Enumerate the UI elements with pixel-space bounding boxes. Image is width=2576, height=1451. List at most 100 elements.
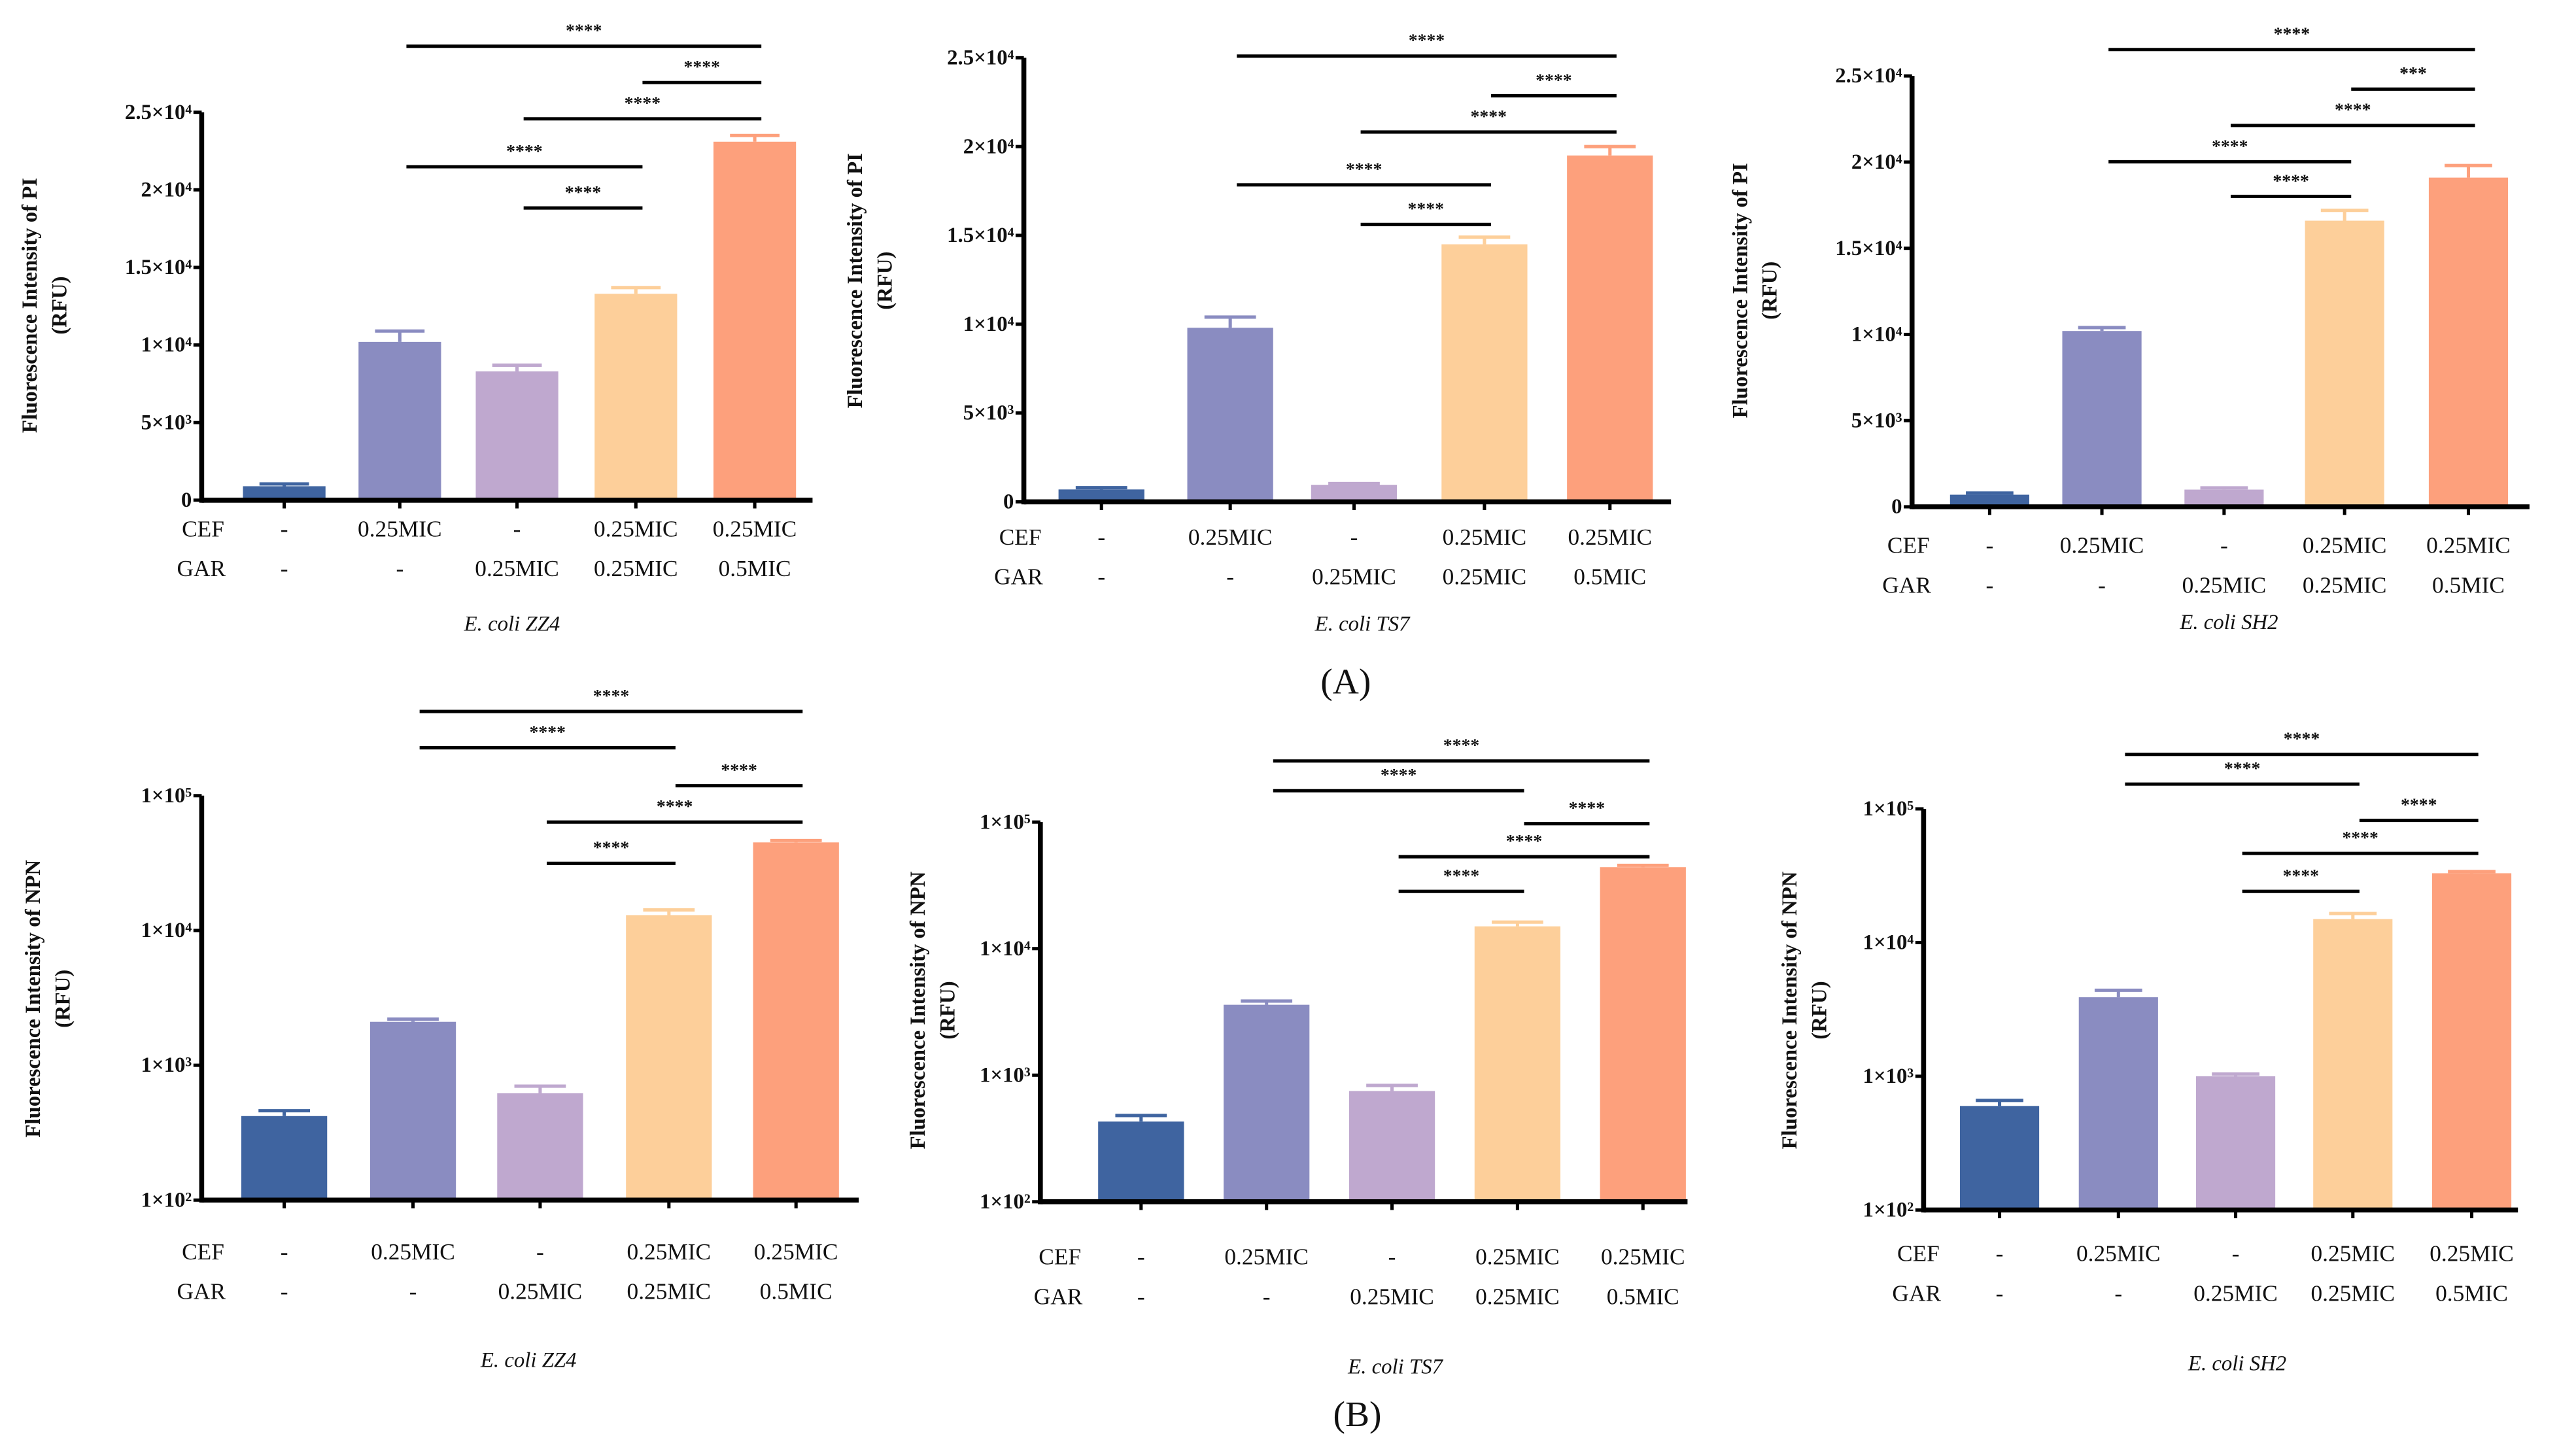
row-label-cef: CEF (999, 524, 1042, 550)
y-tick-label: 2×10⁴ (1851, 150, 1902, 174)
y-axis-label: Fluorescence Intensity of NPN (22, 860, 45, 1138)
chart-4: - - 0.25MIC - - 0.25MIC 0.25MIC 0.25MIC 0.25MIC 0… (22, 686, 859, 1372)
significance-label: **** (530, 722, 566, 742)
row-label-cef: CEF (1887, 533, 1930, 558)
gar-label: - (396, 556, 404, 581)
significance-label: **** (1381, 765, 1417, 785)
gar-label: 0.25MIC (2310, 1280, 2395, 1306)
significance-label: **** (2342, 828, 2379, 848)
gar-label: 0.25MIC (1475, 1284, 1560, 1309)
bar (497, 1093, 583, 1201)
gar-label: 0.25MIC (1350, 1284, 1434, 1309)
cef-label: - (536, 1239, 544, 1265)
bar (1441, 244, 1528, 502)
cef-label: 0.25MIC (1443, 524, 1527, 550)
significance-label: **** (593, 838, 629, 858)
cef-label: 0.25MIC (1475, 1244, 1560, 1270)
cef-label: - (1350, 524, 1358, 550)
y-tick-label: 1×10⁵ (980, 810, 1031, 834)
bar (358, 341, 441, 500)
gar-label: - (2114, 1280, 2122, 1306)
row-label-gar: GAR (994, 564, 1043, 590)
y-tick-label: 1×10² (141, 1188, 192, 1212)
gar-label: - (281, 556, 288, 581)
y-axis-label: (RFU) (936, 981, 960, 1039)
significance-label: **** (1443, 866, 1480, 886)
bar (1474, 926, 1561, 1202)
gar-label: 0.5MIC (760, 1279, 833, 1305)
cef-label: 0.25MIC (1568, 524, 1652, 550)
row-label-gar: GAR (177, 1279, 226, 1305)
significance-label: **** (566, 21, 602, 41)
significance-label: **** (2401, 795, 2437, 815)
y-tick-label: 2×10⁴ (963, 135, 1014, 158)
cef-label: 0.25MIC (2060, 533, 2144, 558)
row-label-gar: GAR (1892, 1280, 1941, 1306)
cef-label: - (2232, 1241, 2240, 1267)
bar (2428, 177, 2509, 507)
y-tick-label: 2×10⁴ (141, 178, 192, 201)
y-tick-label: 0 (181, 488, 192, 512)
cef-label: 0.25MIC (1601, 1244, 1685, 1270)
gar-label: - (1097, 564, 1105, 590)
y-tick-label: 1×10² (980, 1190, 1031, 1214)
gar-label: 0.25MIC (498, 1279, 583, 1305)
y-tick-label: 1.5×10⁴ (125, 256, 192, 279)
chart-6: - - 0.25MIC - - 0.25MIC 0.25MIC 0.25MIC 0.25MIC 0… (1778, 729, 2518, 1375)
significance-label: **** (2335, 100, 2371, 120)
y-tick-label: 1.5×10⁴ (947, 224, 1014, 247)
cef-label: 0.25MIC (2426, 533, 2511, 558)
y-tick-label: 1×10³ (141, 1053, 192, 1077)
y-tick-label: 1×10⁴ (141, 333, 192, 357)
chart-5: - - 0.25MIC - - 0.25MIC 0.25MIC 0.25MIC 0.25MIC 0… (906, 736, 1688, 1378)
row-label-cef: CEF (182, 516, 224, 541)
gar-label: 0.5MIC (1607, 1284, 1679, 1309)
bar (2305, 220, 2384, 507)
y-tick-label: 1×10³ (980, 1063, 1031, 1087)
significance-label: **** (1470, 107, 1507, 127)
bar (241, 1116, 328, 1201)
significance-label: **** (2212, 136, 2248, 156)
y-tick-label: 1.5×10⁴ (1835, 237, 1902, 260)
cef-label: - (1996, 1241, 2004, 1267)
y-tick-label: 1×10⁴ (1851, 323, 1902, 347)
significance-label: **** (2224, 759, 2261, 779)
row-label-gar: GAR (1034, 1284, 1083, 1309)
gar-label: - (2098, 572, 2106, 598)
gar-label: 0.25MIC (475, 556, 559, 581)
y-axis-label: Fluorescence Intensity of NPN (1778, 871, 1802, 1149)
bar (1949, 494, 2029, 507)
cef-label: 0.25MIC (1188, 524, 1273, 550)
gar-label: 0.25MIC (594, 556, 678, 581)
bar (2078, 997, 2158, 1210)
y-tick-label: 1×10⁵ (1863, 797, 1914, 821)
y-tick-label: 2.5×10⁴ (1835, 64, 1902, 88)
y-axis-label: Fluorescence Intensity of PI (18, 178, 42, 433)
bar (1959, 1106, 2040, 1210)
bar (2431, 873, 2512, 1210)
row-label-cef: CEF (1897, 1241, 1940, 1267)
significance-label: **** (1346, 160, 1382, 180)
y-tick-label: 5×10³ (1851, 409, 1902, 432)
cef-label: 0.25MIC (594, 516, 678, 541)
significance-label: **** (1569, 798, 1606, 819)
gar-label: - (1226, 564, 1234, 590)
cef-label: 0.25MIC (371, 1239, 455, 1265)
bar (2195, 1076, 2276, 1210)
cef-label: 0.25MIC (2310, 1241, 2395, 1267)
bar (1600, 867, 1686, 1202)
row-label-cef: CEF (182, 1239, 224, 1265)
bar (1187, 328, 1273, 502)
chart-title: E. coli TS7 (1314, 612, 1411, 636)
bar (1058, 489, 1144, 502)
chart-1: - - 0.25MIC - - 0.25MIC 0.25MIC 0.25MIC 0.25MIC 0… (18, 21, 813, 636)
significance-label: **** (1536, 70, 1572, 90)
cef-label: - (281, 516, 288, 541)
gar-label: - (1986, 572, 1994, 598)
gar-label: 0.25MIC (2193, 1280, 2278, 1306)
chart-title: E. coli TS7 (1347, 1355, 1443, 1378)
gar-label: 0.5MIC (719, 556, 791, 581)
bar (594, 294, 678, 500)
y-tick-label: 1×10⁴ (980, 937, 1031, 961)
